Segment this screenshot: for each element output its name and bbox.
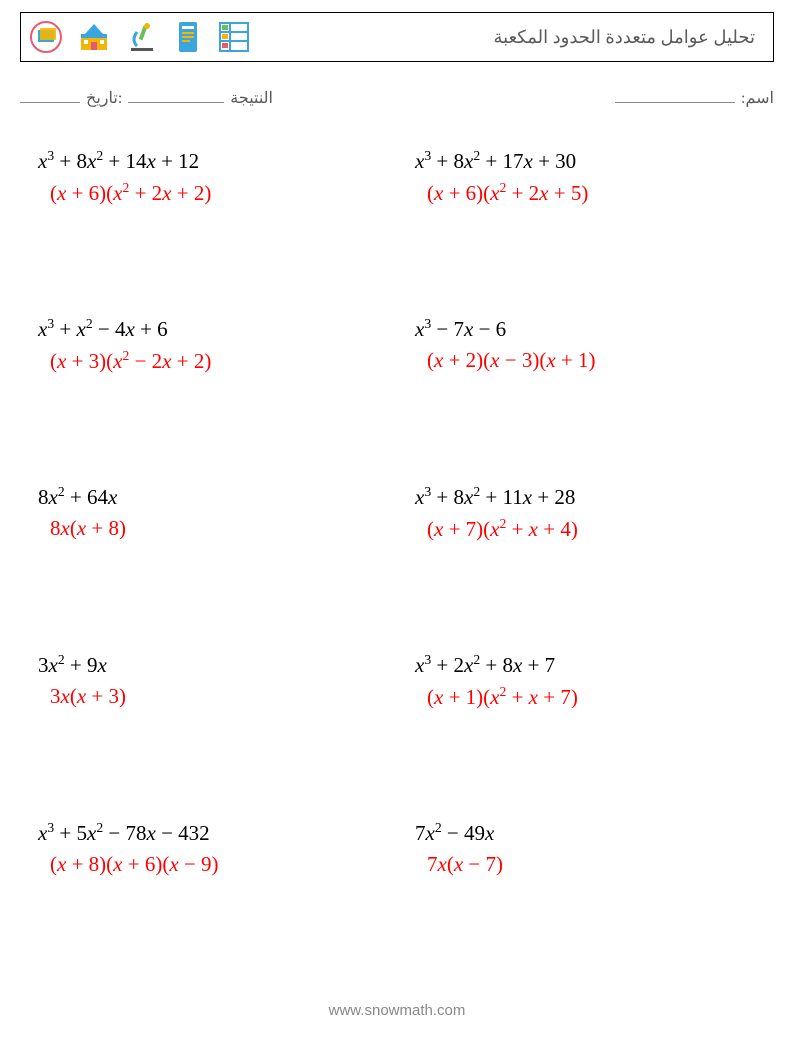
problem-expression: x3 + 8x2 + 11x + 28 [409, 484, 774, 510]
problem-expression: x3 + 2x2 + 8x + 7 [409, 652, 774, 678]
pictures-icon [29, 20, 63, 54]
microscope-icon [125, 20, 159, 54]
header-icons [29, 20, 251, 54]
problem-answer: (x + 1)(x2 + x + 7) [409, 684, 774, 710]
problem-cell: x3 − 7x − 6 (x + 2)(x − 3)(x + 1) [397, 316, 774, 374]
problem-expression: 3x2 + 9x [32, 652, 397, 678]
worksheet-page: تحليل عوامل متعددة الحدود المكعبة اسم: ا… [0, 0, 794, 1053]
problem-answer: (x + 6)(x2 + 2x + 2) [32, 180, 397, 206]
problem-answer: (x + 3)(x2 − 2x + 2) [32, 348, 397, 374]
meta-row: اسم: النتيجة :تاريخ [20, 88, 774, 108]
date-label: :تاريخ [86, 88, 122, 108]
score-label: النتيجة [230, 88, 273, 108]
header: تحليل عوامل متعددة الحدود المكعبة [20, 12, 774, 62]
problem-answer: (x + 2)(x − 3)(x + 1) [409, 348, 774, 373]
problem-answer: (x + 8)(x + 6)(x − 9) [32, 852, 397, 877]
problem-expression: x3 − 7x − 6 [409, 316, 774, 342]
problem-expression: x3 + 5x2 − 78x − 432 [32, 820, 397, 846]
problem-row: 3x2 + 9x 3x(x + 3) x3 + 2x2 + 8x + 7 (x + 1… [20, 652, 774, 710]
problem-cell: 8x2 + 64x 8x(x + 8) [20, 484, 397, 542]
spreadsheet-icon [217, 20, 251, 54]
meta-score-date: النتيجة :تاريخ [20, 88, 273, 108]
problem-cell: x3 + 5x2 − 78x − 432 (x + 8)(x + 6)(x − 9… [20, 820, 397, 877]
problem-answer: (x + 7)(x2 + x + 4) [409, 516, 774, 542]
problem-expression: x3 + 8x2 + 17x + 30 [409, 148, 774, 174]
problem-row: 8x2 + 64x 8x(x + 8) x3 + 8x2 + 11x + 28 (x … [20, 484, 774, 542]
problem-cell: 7x2 − 49x 7x(x − 7) [397, 820, 774, 877]
problem-cell: 3x2 + 9x 3x(x + 3) [20, 652, 397, 710]
problem-cell: x3 + 8x2 + 17x + 30 (x + 6)(x2 + 2x + 5) [397, 148, 774, 206]
problem-row: x3 + 8x2 + 14x + 12(x + 6)(x2 + 2x + 2)x… [20, 148, 774, 206]
problem-cell: x3 + 8x2 + 14x + 12 (x + 6)(x2 + 2x + 2) [20, 148, 397, 206]
name-label: اسم: [741, 88, 774, 108]
problem-cell: x3 + 2x2 + 8x + 7 (x + 1)(x2 + x + 7) [397, 652, 774, 710]
problem-row: x3 + x2 − 4x + 6(x + 3)(x2 − 2x + 2)x3 −… [20, 316, 774, 374]
footer-url: www.snowmath.com [0, 1002, 794, 1019]
problems-grid: x3 + 8x2 + 14x + 12(x + 6)(x2 + 2x + 2)x… [20, 148, 774, 877]
problem-expression: 8x2 + 64x [32, 484, 397, 510]
name-blank [615, 88, 735, 103]
meta-name: اسم: [615, 88, 774, 108]
school-icon [77, 20, 111, 54]
document-icon [173, 20, 203, 54]
problem-expression: x3 + 8x2 + 14x + 12 [32, 148, 397, 174]
worksheet-title: تحليل عوامل متعددة الحدود المكعبة [494, 27, 765, 48]
problem-answer: 3x(x + 3) [32, 684, 397, 709]
problem-row: x3 + 5x2 − 78x − 432 (x + 8)(x + 6)(x − 9… [20, 820, 774, 877]
problem-expression: 7x2 − 49x [409, 820, 774, 846]
problem-cell: x3 + x2 − 4x + 6 (x + 3)(x2 − 2x + 2) [20, 316, 397, 374]
problem-answer: 8x(x + 8) [32, 516, 397, 541]
problem-answer: (x + 6)(x2 + 2x + 5) [409, 180, 774, 206]
date-blank [20, 88, 80, 103]
problem-expression: x3 + x2 − 4x + 6 [32, 316, 397, 342]
score-blank [128, 88, 224, 103]
problem-answer: 7x(x − 7) [409, 852, 774, 877]
problem-cell: x3 + 8x2 + 11x + 28 (x + 7)(x2 + x + 4) [397, 484, 774, 542]
